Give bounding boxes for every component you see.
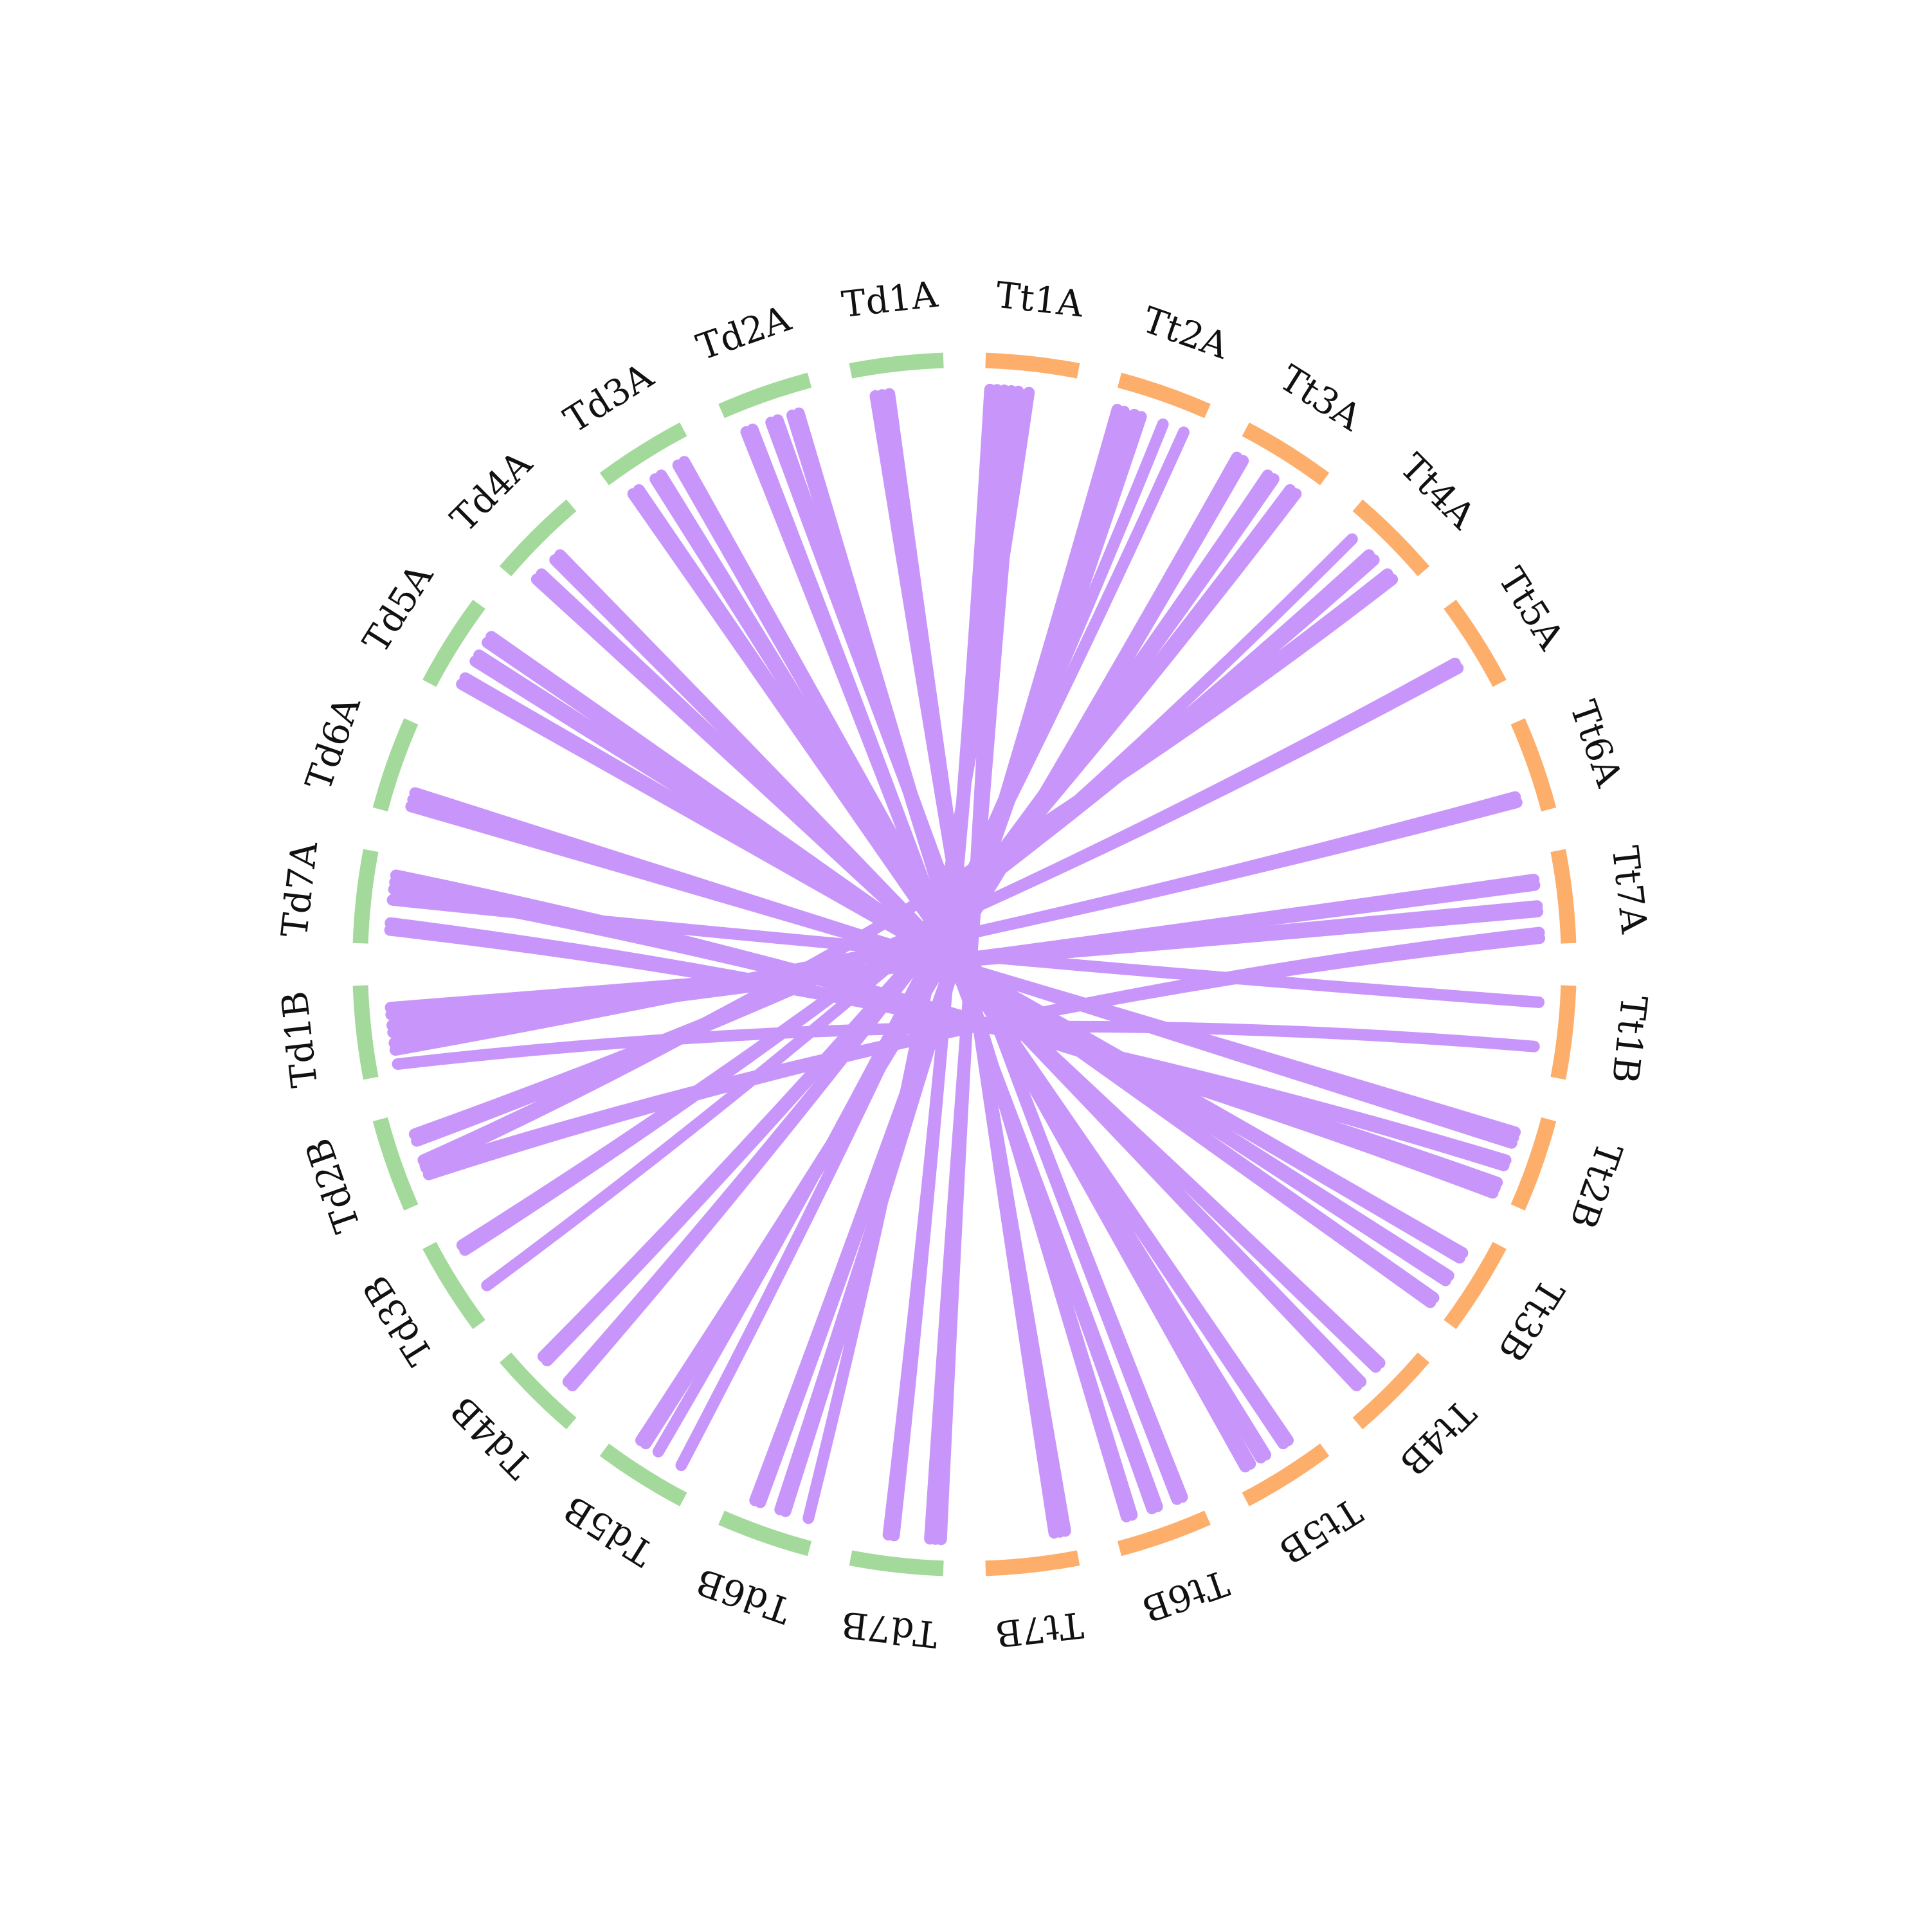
chromosome-arc-tt1a: [985, 352, 1080, 379]
chromosome-label-td6b: Td6B: [691, 1560, 796, 1631]
chromosome-arc-tt7a: [1550, 849, 1577, 944]
chromosome-arc-tt2b: [1510, 1117, 1557, 1211]
chromosome-arc-tt4b: [1352, 1352, 1430, 1430]
chromosome-arc-td3a: [599, 422, 687, 485]
chromosome-label-tt2a: Tt2A: [1137, 299, 1234, 367]
chromosome-arc-td3b: [422, 1241, 485, 1330]
chromosome-label-td6a: Td6A: [298, 691, 369, 796]
chromosome-arc-td7b: [849, 1550, 944, 1576]
chromosome-label-td7b: Td7B: [839, 1603, 939, 1655]
chromosome-arc-tt3a: [1242, 422, 1330, 485]
chromosome-label-td1b: Td1B: [274, 989, 326, 1089]
chromosome-arc-td4b: [499, 1352, 577, 1430]
chromosome-arc-td6a: [372, 718, 419, 812]
chromosome-label-td5b: Td5B: [557, 1487, 661, 1574]
chromosome-label-tt2b: Tt2B: [1561, 1137, 1629, 1233]
chromosome-label-td4b: Td4B: [443, 1388, 541, 1486]
chromosome-label-td3b: Td3B: [355, 1268, 442, 1373]
chromosome-arc-tt6a: [1510, 718, 1557, 812]
synteny-link: [408, 662, 1464, 1141]
chromosome-label-tt5b: Tt5B: [1272, 1490, 1368, 1572]
chromosome-label-td4a: Td4A: [443, 442, 541, 540]
synteny-link: [385, 905, 1544, 1014]
chromosome-arc-td7a: [352, 849, 379, 944]
chromosome-label-tt5a: Tt5A: [1490, 561, 1572, 657]
chromosome-arc-td2b: [372, 1117, 419, 1211]
chromosome-label-td1a: Td1A: [840, 274, 940, 326]
chromosome-arc-tt2a: [1117, 372, 1211, 419]
chromosome-label-tt3a: Tt3A: [1272, 357, 1368, 440]
chromosome-arcs: [352, 352, 1577, 1576]
chromosome-label-td2a: Td2A: [691, 298, 796, 369]
chromosome-label-td2b: Td2B: [298, 1133, 369, 1238]
chromosome-label-tt6b: Tt6B: [1137, 1561, 1233, 1629]
chromosome-arc-td1b: [352, 985, 379, 1080]
chromosome-label-tt1a: Tt1A: [993, 275, 1085, 326]
chromosome-label-tt4b: Tt4B: [1391, 1391, 1483, 1483]
chromosome-arc-tt3b: [1444, 1241, 1507, 1330]
chromosome-label-tt4a: Tt4A: [1391, 446, 1483, 537]
chromosome-arc-tt4a: [1352, 499, 1430, 577]
chromosome-arc-tt6b: [1117, 1510, 1211, 1557]
synteny-link: [420, 932, 1546, 1174]
chromosome-label-td7a: Td7A: [274, 839, 326, 939]
chromosome-arc-tt5a: [1444, 599, 1507, 687]
chromosome-arc-td5a: [422, 599, 485, 687]
chromosome-arc-td6b: [718, 1510, 812, 1557]
chromosome-arc-tt5b: [1242, 1443, 1330, 1506]
chromosome-label-td3a: Td3A: [557, 355, 660, 442]
chromosome-arc-td5b: [599, 1443, 687, 1506]
chromosome-label-tt1b: Tt1B: [1604, 993, 1655, 1085]
chromosome-arc-td1a: [849, 352, 944, 379]
chromosome-arc-td2a: [718, 372, 812, 419]
synteny-link: [390, 869, 1499, 1199]
chromosome-arc-td4a: [499, 499, 577, 577]
chromosome-label-tt7a: Tt7A: [1604, 844, 1655, 935]
links-layer: [384, 383, 1546, 1546]
chromosome-label-tt3b: Tt3B: [1490, 1272, 1572, 1368]
chromosome-label-td5a: Td5A: [355, 557, 442, 660]
chromosome-arc-tt1b: [1550, 985, 1577, 1080]
chromosome-label-tt7b: Tt7B: [993, 1603, 1085, 1655]
chromosome-label-tt6a: Tt6A: [1561, 696, 1629, 792]
chromosome-arc-tt7b: [985, 1550, 1080, 1576]
